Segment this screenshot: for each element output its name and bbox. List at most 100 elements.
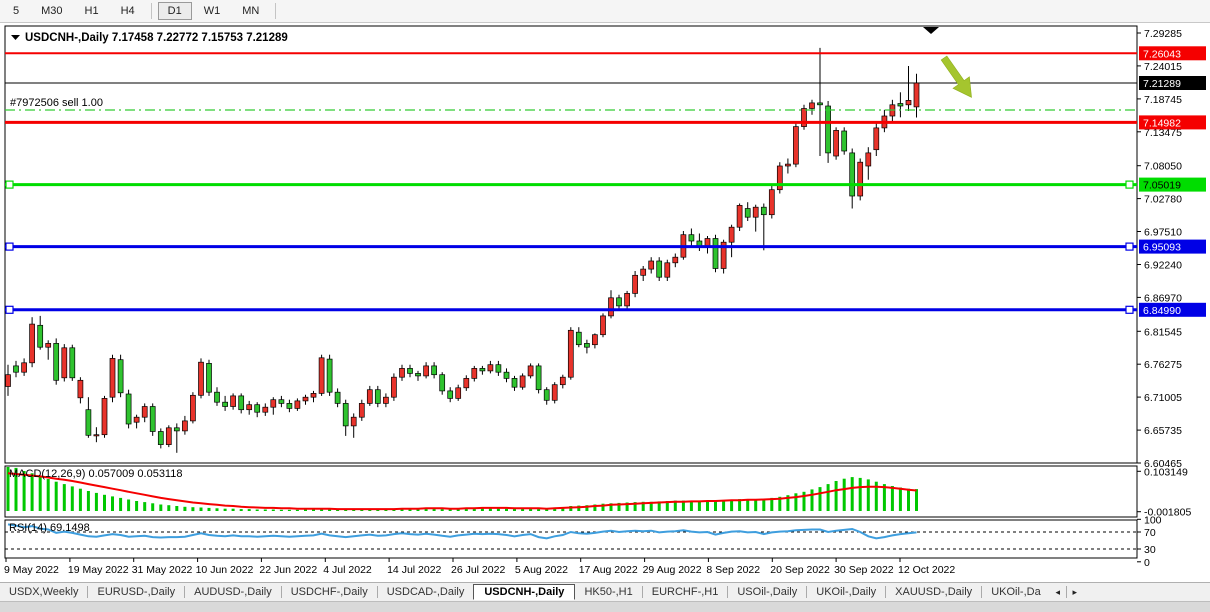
macd-histogram-bar (239, 509, 243, 511)
macd-axis-label: -0.001805 (1144, 507, 1191, 519)
x-axis-date-label: 19 May 2022 (68, 564, 129, 576)
bull-candle (664, 262, 671, 278)
bull-candle (190, 394, 196, 422)
x-axis-date-label: 4 Jul 2022 (323, 564, 372, 576)
macd-histogram-bar (537, 509, 541, 511)
line-handle[interactable] (5, 305, 14, 314)
macd-histogram-bar (609, 503, 613, 511)
bear-candle (214, 391, 220, 403)
timeframe-button-h4[interactable]: H4 (120, 5, 135, 17)
bear-candle (13, 365, 19, 373)
macd-histogram-bar (657, 501, 661, 511)
y-axis-label: 6.76275 (1144, 359, 1182, 371)
price-badge (1139, 115, 1206, 130)
x-axis-date-label: 10 Jun 2022 (196, 564, 254, 576)
down-arrow-object-icon[interactable] (936, 52, 980, 103)
bear-candle (149, 406, 156, 432)
macd-histogram-bar (915, 489, 918, 511)
y-axis-label: 6.97510 (1144, 227, 1182, 239)
chart-tab-usdx-weekly[interactable]: USDX,Weekly (9, 586, 79, 598)
bull-candle (383, 396, 389, 404)
bull-candle (776, 165, 783, 191)
price-chart-canvas[interactable]: #7972506 sell 1.00 USDCNH-,Daily 7.17458 … (0, 24, 1210, 582)
macd-histogram-bar (151, 503, 155, 511)
price-badge (1139, 177, 1206, 192)
timeframe-button-w1[interactable]: W1 (203, 5, 221, 17)
y-axis-label: 7.08050 (1144, 161, 1182, 173)
bear-candle (415, 373, 421, 377)
bull-candle (423, 365, 429, 377)
bull-candle (752, 206, 759, 218)
macd-histogram-bar (882, 484, 886, 511)
bear-candle (447, 390, 454, 399)
macd-histogram-bar (697, 500, 701, 511)
toolbar-separator (275, 3, 277, 19)
chart-shift-marker-icon[interactable] (923, 27, 939, 34)
bear-candle (656, 260, 663, 278)
tab-scroll-right-icon[interactable]: ▸ (1072, 586, 1077, 597)
bull-candle (632, 274, 638, 294)
tab-separator (727, 586, 729, 598)
line-handle[interactable] (1125, 180, 1134, 189)
bull-candle (45, 343, 52, 348)
bear-candle (254, 404, 261, 413)
bear-candle (511, 378, 518, 388)
macd-axis-label: 0.103149 (1144, 466, 1188, 478)
macd-histogram-bar (633, 502, 637, 511)
chart-tab-usoil-daily[interactable]: USOil-,Daily (737, 586, 798, 598)
bear-candle (760, 206, 767, 216)
y-axis-label: 7.13475 (1144, 127, 1182, 139)
chart-tab-ukoil-da[interactable]: UKOil-,Da (991, 586, 1041, 598)
macd-histogram-bar (143, 502, 147, 511)
rsi-axis-label: 70 (1144, 527, 1156, 539)
macd-histogram-bar (456, 508, 460, 511)
symbol-dropdown-icon[interactable] (11, 35, 20, 40)
bull-candle (230, 395, 236, 407)
y-axis-label: 7.29285 (1144, 28, 1182, 40)
chart-tab-eurusd-daily[interactable]: EURUSD-,Daily (97, 586, 176, 598)
macd-histogram-bar (191, 507, 195, 512)
chart-tab-xauusd-daily[interactable]: XAUUSD-,Daily (895, 586, 973, 598)
macd-histogram-bar (127, 499, 131, 512)
tab-separator (641, 586, 643, 598)
timeframe-button-h1[interactable]: H1 (84, 5, 99, 17)
status-bar (0, 601, 1210, 612)
macd-histogram-bar (545, 508, 549, 511)
bull-candle (61, 347, 68, 379)
macd-histogram-bar (786, 495, 790, 511)
tab-separator (1065, 586, 1067, 598)
timeframe-button-mn[interactable]: MN (242, 5, 260, 17)
macd-histogram-bar (464, 508, 468, 511)
line-handle[interactable] (1125, 242, 1134, 251)
chart-tab-usdcad-daily[interactable]: USDCAD-,Daily (386, 586, 465, 598)
bull-candle (455, 387, 462, 399)
chart-tab-hk50-h1[interactable]: HK50-,H1 (584, 586, 633, 598)
main-chart-panel[interactable] (4, 25, 1138, 464)
timeframe-button-d1[interactable]: D1 (157, 2, 192, 20)
y-axis-label: 6.71005 (1144, 392, 1182, 404)
tab-scroll-left-icon[interactable]: ◂ (1055, 586, 1060, 597)
line-handle[interactable] (5, 180, 14, 189)
macd-label: MACD(12,26,9) 0.057009 0.053118 (9, 468, 182, 480)
timeframe-button-m30[interactable]: M30 (41, 5, 63, 17)
line-handle[interactable] (5, 242, 14, 251)
timeframe-button-5[interactable]: 5 (13, 5, 20, 17)
macd-histogram-bar (722, 500, 726, 511)
bear-candle (688, 234, 695, 242)
bear-candle (575, 331, 582, 346)
line-handle[interactable] (1125, 305, 1134, 314)
chart-tab-eurchf-h1[interactable]: EURCHF-,H1 (651, 586, 719, 598)
macd-histogram-bar (689, 500, 693, 511)
tab-separator (806, 586, 808, 598)
macd-histogram-bar (304, 509, 307, 511)
chart-tab-audusd-daily[interactable]: AUDUSD-,Daily (194, 586, 272, 598)
chart-tab-ukoil-daily[interactable]: UKOil-,Daily (816, 586, 877, 598)
bull-candle (672, 256, 679, 264)
macd-histogram-bar (400, 508, 404, 511)
price-badge-label: 7.05019 (1143, 180, 1181, 192)
rsi-panel[interactable] (4, 519, 1138, 559)
bull-candle (608, 297, 614, 317)
chart-tab-usdcnh-daily[interactable]: USDCNH-,Daily (473, 584, 576, 600)
chart-tab-usdchf-daily[interactable]: USDCHF-,Daily (290, 586, 368, 598)
macd-histogram-bar (30, 473, 34, 511)
